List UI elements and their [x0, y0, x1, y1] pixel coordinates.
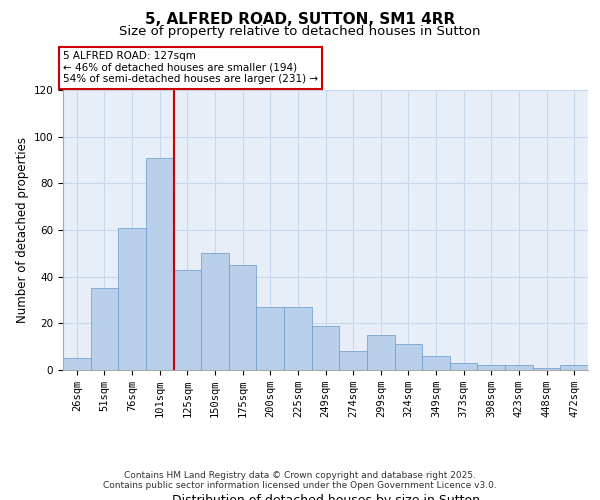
Bar [284, 307, 311, 370]
Bar [478, 366, 505, 370]
Bar [118, 228, 146, 370]
Bar [256, 307, 284, 370]
Bar [201, 254, 229, 370]
Bar [63, 358, 91, 370]
Bar [422, 356, 450, 370]
Bar [395, 344, 422, 370]
Bar [229, 265, 256, 370]
Text: 5, ALFRED ROAD, SUTTON, SM1 4RR: 5, ALFRED ROAD, SUTTON, SM1 4RR [145, 12, 455, 28]
Bar [560, 366, 588, 370]
Bar [311, 326, 340, 370]
Bar [450, 363, 478, 370]
Bar [340, 352, 367, 370]
Y-axis label: Number of detached properties: Number of detached properties [16, 137, 29, 323]
Bar [367, 335, 395, 370]
Text: Size of property relative to detached houses in Sutton: Size of property relative to detached ho… [119, 25, 481, 38]
Bar [173, 270, 201, 370]
Bar [533, 368, 560, 370]
X-axis label: Distribution of detached houses by size in Sutton: Distribution of detached houses by size … [172, 494, 479, 500]
Bar [505, 366, 533, 370]
Bar [146, 158, 173, 370]
Text: Contains HM Land Registry data © Crown copyright and database right 2025.
Contai: Contains HM Land Registry data © Crown c… [103, 470, 497, 490]
Bar [91, 288, 118, 370]
Text: 5 ALFRED ROAD: 127sqm
← 46% of detached houses are smaller (194)
54% of semi-det: 5 ALFRED ROAD: 127sqm ← 46% of detached … [63, 51, 318, 84]
